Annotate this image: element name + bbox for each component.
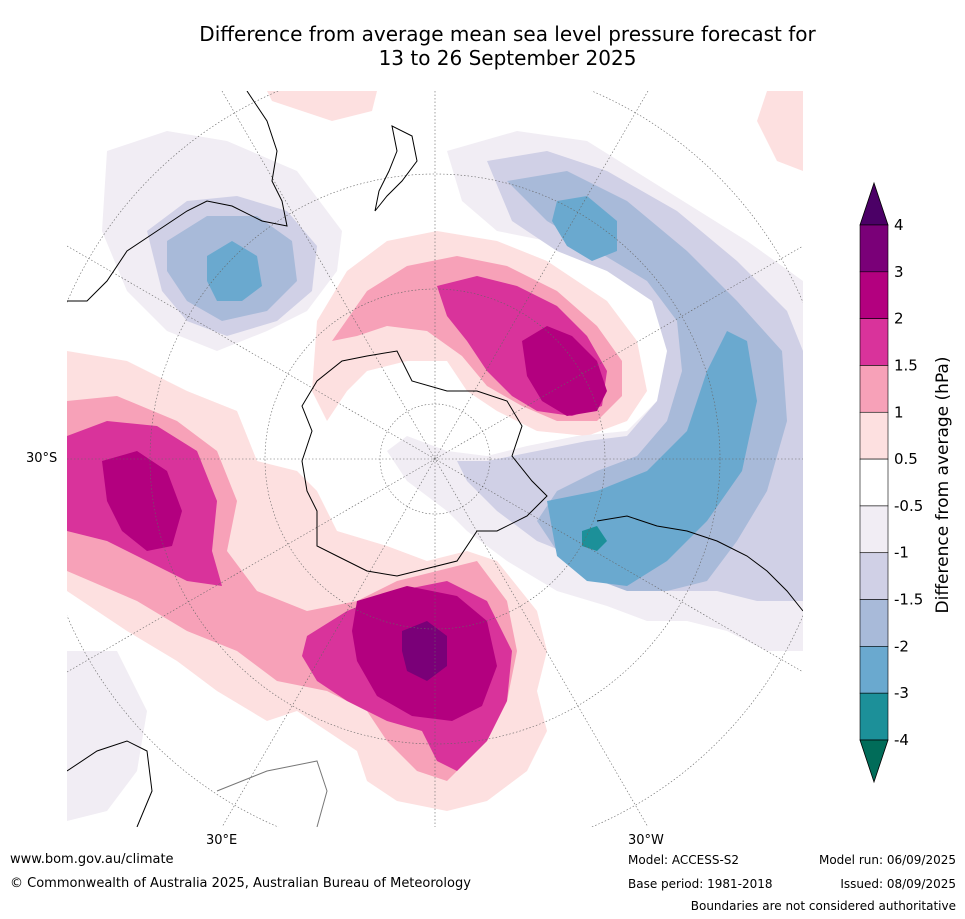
colorbar-tick-label: -1 [894, 544, 909, 562]
colorbar-swatch [859, 692, 889, 741]
colorbar-tick-label: -2 [894, 637, 909, 655]
colorbar-swatch [859, 552, 889, 600]
footer-disclaimer: Boundaries are not considered authoritat… [690, 899, 956, 913]
south-america-coastline [596, 515, 803, 612]
map-title-line-2: 13 to 26 September 2025 [378, 46, 637, 70]
colorbar-tick-label: 1.5 [894, 356, 918, 374]
footer-copyright: © Commonwealth of Australia 2025, Austra… [10, 876, 471, 891]
colorbar-tick-label: -3 [894, 684, 909, 702]
footer-model: Model: ACCESS-S2 [628, 853, 740, 867]
latitude-label-30s: 30°S [26, 451, 58, 466]
colorbar-extend-bottom [859, 739, 889, 784]
colorbar-tick-label: 1 [894, 403, 904, 421]
footer-website[interactable]: www.bom.gov.au/climate [10, 852, 174, 867]
footer-issued: Issued: 08/09/2025 [840, 877, 956, 891]
longitude-label-30w: 30°W [628, 833, 664, 848]
colorbar-tick-label: -4 [894, 731, 909, 749]
colorbar-swatch [859, 365, 889, 413]
colorbar-tick-label: 4 [894, 216, 904, 234]
africa-borders [216, 760, 328, 827]
anomaly-region-negative-very-strong [207, 196, 757, 586]
colorbar-label: Difference from average (hPa) [933, 357, 953, 614]
colorbar-tick-label: 3 [894, 263, 904, 281]
pressure-anomaly-map [67, 91, 803, 827]
anomaly-region-negative-extreme [582, 526, 607, 551]
footer-base-period: Base period: 1981-2018 [628, 877, 773, 891]
colorbar-swatch [859, 646, 889, 694]
antarctica-coastline [301, 350, 548, 577]
colorbar-tick-labels: 4 3 2 1.5 1 0.5 -0.5 -1 -1.5 -2 -3 -4 [894, 216, 923, 749]
colorbar-tick-label: -0.5 [894, 497, 923, 515]
colorbar-extend-top [859, 181, 889, 226]
colorbar-swatch [859, 505, 889, 554]
africa-coastline [67, 740, 153, 827]
footer-model-run: Model run: 06/09/2025 [818, 853, 956, 867]
anomaly-region-positive-very-strong [102, 326, 607, 721]
anomaly-region-positive-extreme [402, 621, 447, 681]
colorbar-swatches [859, 181, 889, 784]
colorbar-swatch [859, 224, 889, 273]
map-title-line-1: Difference from average mean sea level p… [199, 22, 816, 46]
colorbar-tick-label: -1.5 [894, 591, 923, 609]
longitude-label-30e: 30°E [206, 833, 238, 848]
colorbar-tick-label: 2 [894, 310, 904, 328]
new-zealand-coastline [374, 125, 418, 212]
colorbar-swatch [859, 411, 889, 460]
graticule [67, 91, 803, 827]
colorbar-tick-label: 0.5 [894, 450, 918, 468]
colorbar-swatch [859, 271, 889, 319]
colorbar-swatch [859, 318, 889, 366]
colorbar-swatch [859, 599, 889, 647]
colorbar: 4 3 2 1.5 1 0.5 -0.5 -1 -1.5 -2 -3 -4 Difference fr… [859, 181, 953, 784]
australia-coastline [67, 91, 288, 302]
colorbar-swatch [859, 458, 889, 507]
